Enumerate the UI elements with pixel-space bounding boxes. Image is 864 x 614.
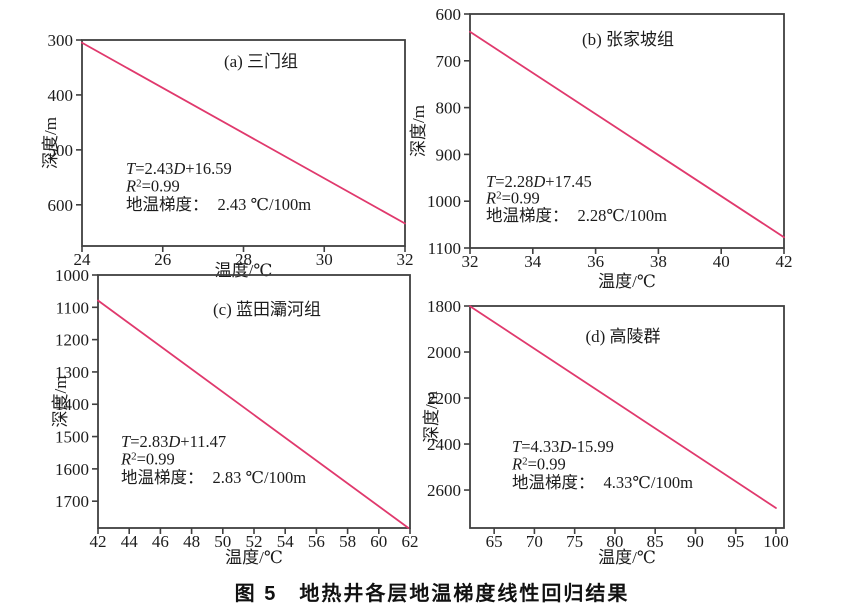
- x-tick-label: 56: [308, 532, 325, 551]
- gradient-text: 地温梯度： 2.28℃/100m: [486, 206, 667, 225]
- y-tick-label: 1600: [55, 460, 89, 479]
- equation-text: T=2.43D+16.59: [126, 159, 232, 178]
- x-axis-label: 温度/℃: [598, 272, 656, 291]
- x-tick-label: 50: [214, 532, 231, 551]
- x-tick-label: 30: [316, 250, 333, 269]
- x-tick-label: 60: [370, 532, 387, 551]
- x-tick-label: 75: [566, 532, 583, 551]
- y-tick-label: 1100: [56, 298, 89, 317]
- x-tick-label: 48: [183, 532, 200, 551]
- chart-title: (d) 高陵群: [585, 327, 660, 346]
- y-axis-label: 深度/m: [51, 376, 70, 428]
- r-squared-text: R2=0.99: [485, 189, 540, 208]
- y-tick-label: 2000: [427, 343, 461, 362]
- x-axis-label: 温度/℃: [598, 548, 656, 567]
- gradient-text: 地温梯度： 4.33℃/100m: [512, 473, 693, 492]
- chart-title: (a) 三门组: [224, 52, 298, 71]
- y-tick-label: 900: [436, 145, 462, 164]
- x-tick-label: 52: [246, 532, 263, 551]
- x-tick-label: 32: [397, 250, 414, 269]
- x-tick-label: 70: [526, 532, 543, 551]
- y-axis-label: 深度/m: [422, 391, 441, 443]
- x-tick-label: 42: [90, 532, 107, 551]
- plot-frame: [469, 13, 785, 249]
- y-tick-label: 1000: [55, 266, 89, 285]
- plot-frame: [469, 305, 785, 529]
- y-tick-label: 1500: [55, 428, 89, 447]
- chart-title: (c) 蓝田灞河组: [213, 300, 321, 319]
- r-squared-text: R2=0.99: [120, 450, 175, 469]
- figure-caption: 图 5 地热井各层地温梯度线性回归结果: [234, 583, 630, 605]
- x-tick-label: 42: [776, 252, 793, 271]
- equation-text: T=4.33D-15.99: [512, 437, 614, 456]
- y-tick-label: 1400: [55, 395, 89, 414]
- x-tick-label: 62: [402, 532, 419, 551]
- y-tick-label: 2400: [427, 435, 461, 454]
- y-tick-label: 600: [48, 196, 74, 215]
- y-axis-label: 深度/m: [409, 105, 428, 157]
- y-tick-label: 800: [436, 99, 462, 118]
- x-tick-label: 100: [763, 532, 789, 551]
- chart-d: 1800 2000 2200 2400 2600 65 70 75 80 85 90 95 100 温度/…: [422, 297, 789, 567]
- x-tick-label: 26: [154, 250, 171, 269]
- equation-text: T=2.28D+17.45: [486, 172, 592, 191]
- y-tick-label: 1000: [427, 192, 461, 211]
- y-tick-label: 1100: [428, 239, 461, 258]
- chart-c: 1000 1100 1200 1300 1400 1500 1600 1700 42 44 46 48…: [51, 266, 419, 567]
- y-tick-label: 1800: [427, 297, 461, 316]
- x-tick-label: 90: [687, 532, 704, 551]
- x-tick-label: 54: [277, 532, 295, 551]
- x-tick-label: 40: [713, 252, 730, 271]
- x-tick-label: 34: [524, 252, 542, 271]
- x-tick-label: 80: [606, 532, 623, 551]
- regression-line: [469, 305, 777, 509]
- gradient-text: 地温梯度： 2.83 ℃/100m: [121, 468, 306, 487]
- x-tick-label: 38: [650, 252, 667, 271]
- y-tick-label: 700: [436, 52, 462, 71]
- x-tick-label: 95: [727, 532, 744, 551]
- y-tick-label: 2600: [427, 481, 461, 500]
- x-tick-label: 46: [152, 532, 169, 551]
- chart-title: (b) 张家坡组: [582, 30, 674, 49]
- x-axis-label: 温度/℃: [225, 548, 283, 567]
- y-tick-label: 1200: [55, 331, 89, 350]
- x-tick-label: 36: [587, 252, 604, 271]
- regression-charts: 300 400 500 600 24 26 28 30 32 温度/℃ 深度/m (a) 三门组 T=2…: [41, 5, 793, 567]
- x-tick-label: 32: [462, 252, 479, 271]
- r-squared-text: R2=0.99: [125, 177, 180, 196]
- y-tick-label: 500: [48, 141, 74, 160]
- x-tick-label: 28: [235, 250, 252, 269]
- y-tick-label: 1700: [55, 492, 89, 511]
- x-tick-label: 65: [486, 532, 503, 551]
- x-tick-label: 24: [74, 250, 92, 269]
- y-tick-label: 600: [436, 5, 462, 24]
- y-tick-label: 2200: [427, 389, 461, 408]
- x-tick-label: 58: [339, 532, 356, 551]
- y-axis-label: 深度/m: [41, 117, 60, 169]
- x-axis-label: 温度/℃: [215, 261, 273, 280]
- chart-a: 300 400 500 600 24 26 28 30 32 温度/℃ 深度/m (a) 三门组 T=2…: [41, 31, 414, 280]
- regression-line: [81, 41, 406, 225]
- gradient-text: 地温梯度： 2.43 ℃/100m: [126, 195, 311, 214]
- regression-line: [97, 299, 410, 529]
- equation-text: T=2.83D+11.47: [121, 432, 226, 451]
- r-squared-text: R2=0.99: [511, 455, 566, 474]
- x-tick-label: 85: [647, 532, 664, 551]
- y-tick-label: 400: [48, 86, 74, 105]
- x-tick-label: 44: [121, 532, 139, 551]
- regression-line: [469, 30, 785, 239]
- y-tick-label: 300: [48, 31, 74, 50]
- y-tick-label: 1300: [55, 363, 89, 382]
